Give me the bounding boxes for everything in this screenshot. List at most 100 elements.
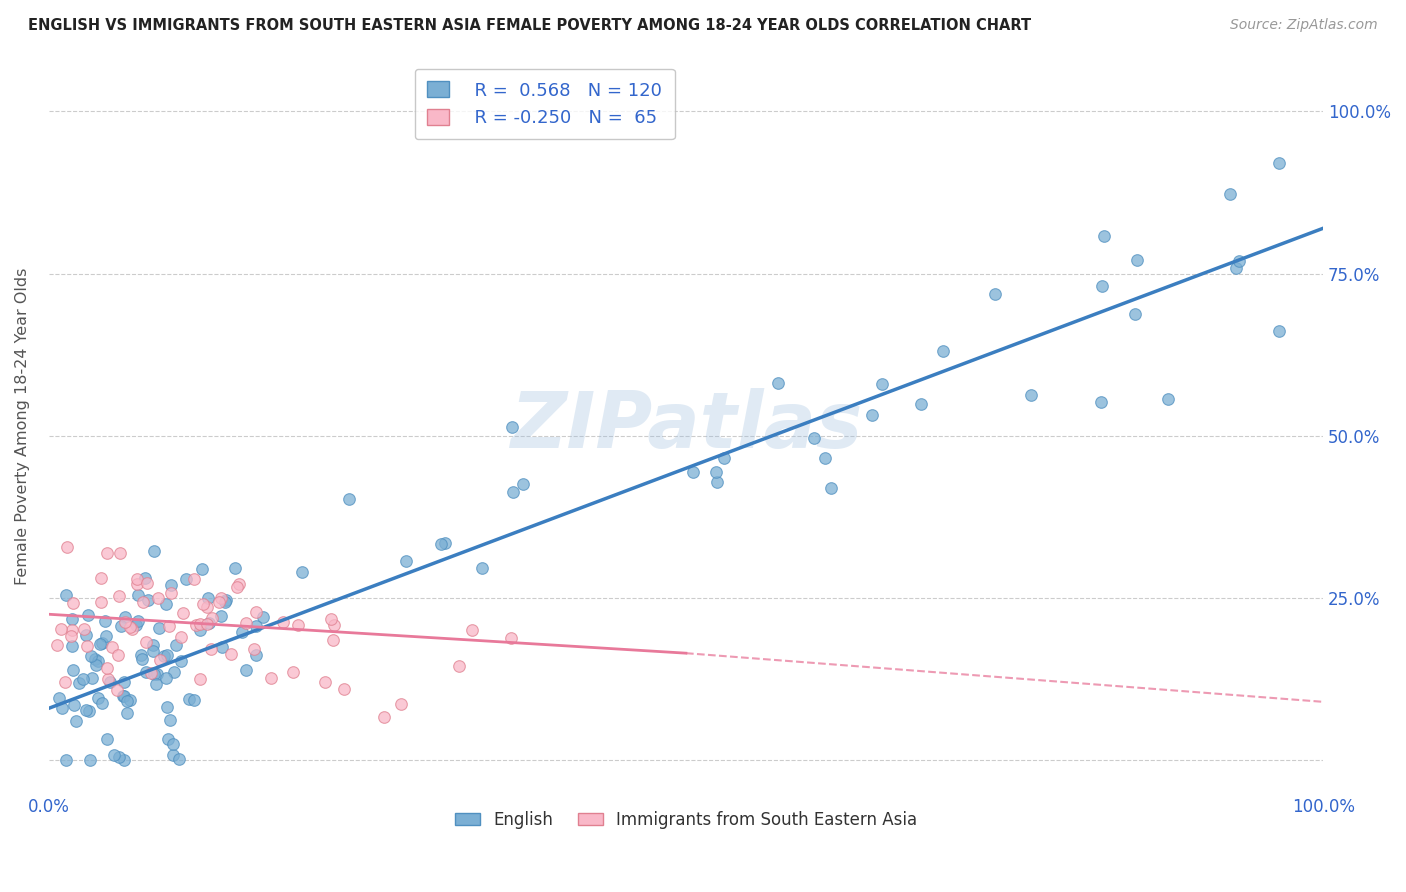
Point [142, 543, 165, 558]
Point [82, 672, 104, 686]
Point [146, 667, 169, 681]
Point [373, 710, 395, 724]
Point [75, 703, 97, 717]
Point [260, 671, 283, 685]
Point [188, 616, 211, 631]
Point [235, 663, 257, 677]
Point [162, 748, 184, 763]
Point [60, 624, 83, 638]
Point [89, 637, 111, 651]
Point [145, 677, 167, 691]
Point [131, 652, 153, 666]
Point [429, 536, 451, 550]
Point [245, 648, 267, 662]
Point [108, 546, 131, 560]
Point [174, 573, 197, 587]
Point [502, 485, 524, 500]
Point [112, 690, 135, 704]
Point [155, 597, 177, 611]
Point [51, 622, 73, 636]
Point [231, 625, 253, 640]
Point [471, 561, 494, 575]
Point [129, 648, 152, 662]
Point [512, 476, 534, 491]
Point [271, 615, 294, 629]
Point [1157, 392, 1180, 407]
Point [96, 661, 118, 675]
Point [110, 619, 132, 633]
Point [1092, 228, 1115, 243]
Point [77, 704, 100, 718]
Point [142, 644, 165, 658]
Point [51, 700, 73, 714]
Point [195, 616, 218, 631]
Point [706, 475, 728, 489]
Point [1268, 156, 1291, 170]
Point [163, 665, 186, 679]
Text: ENGLISH VS IMMIGRANTS FROM SOUTH EASTERN ASIA FEMALE POVERTY AMONG 18-24 YEAR OL: ENGLISH VS IMMIGRANTS FROM SOUTH EASTERN… [28, 18, 1031, 33]
Point [252, 610, 274, 624]
Point [1019, 388, 1042, 402]
Point [814, 451, 837, 466]
Point [682, 465, 704, 479]
Point [1125, 307, 1147, 321]
Point [188, 672, 211, 686]
Point [1225, 261, 1247, 276]
Point [73, 622, 96, 636]
Point [157, 619, 180, 633]
Point [107, 750, 129, 764]
Point [77, 607, 100, 622]
Point [245, 619, 267, 633]
Point [90, 595, 112, 609]
Point [62, 596, 84, 610]
Point [389, 697, 412, 711]
Point [245, 606, 267, 620]
Point [138, 593, 160, 607]
Point [60, 629, 83, 643]
Point [209, 608, 232, 623]
Point [98, 675, 121, 690]
Point [172, 606, 194, 620]
Point [118, 693, 141, 707]
Point [197, 591, 219, 605]
Point [281, 665, 304, 680]
Point [120, 620, 142, 634]
Point [200, 611, 222, 625]
Point [142, 638, 165, 652]
Point [105, 683, 128, 698]
Point [87, 690, 110, 705]
Point [184, 618, 207, 632]
Point [72, 672, 94, 686]
Point [183, 572, 205, 586]
Point [1090, 394, 1112, 409]
Point [1227, 253, 1250, 268]
Point [228, 577, 250, 591]
Point [62, 698, 84, 712]
Point [91, 636, 114, 650]
Point [803, 431, 825, 445]
Point [209, 591, 232, 605]
Point [90, 571, 112, 585]
Point [55, 753, 77, 767]
Point [208, 594, 231, 608]
Point [160, 586, 183, 600]
Point [91, 696, 114, 710]
Point [60, 612, 83, 626]
Point [820, 482, 842, 496]
Point [125, 617, 148, 632]
Point [80, 649, 103, 664]
Point [76, 639, 98, 653]
Y-axis label: Female Poverty Among 18-24 Year Olds: Female Poverty Among 18-24 Year Olds [15, 268, 30, 585]
Point [337, 491, 360, 506]
Point [121, 622, 143, 636]
Point [127, 614, 149, 628]
Point [198, 616, 221, 631]
Point [135, 634, 157, 648]
Point [134, 571, 156, 585]
Point [713, 450, 735, 465]
Point [159, 713, 181, 727]
Point [139, 666, 162, 681]
Point [188, 623, 211, 637]
Point [156, 648, 179, 663]
Point [135, 665, 157, 679]
